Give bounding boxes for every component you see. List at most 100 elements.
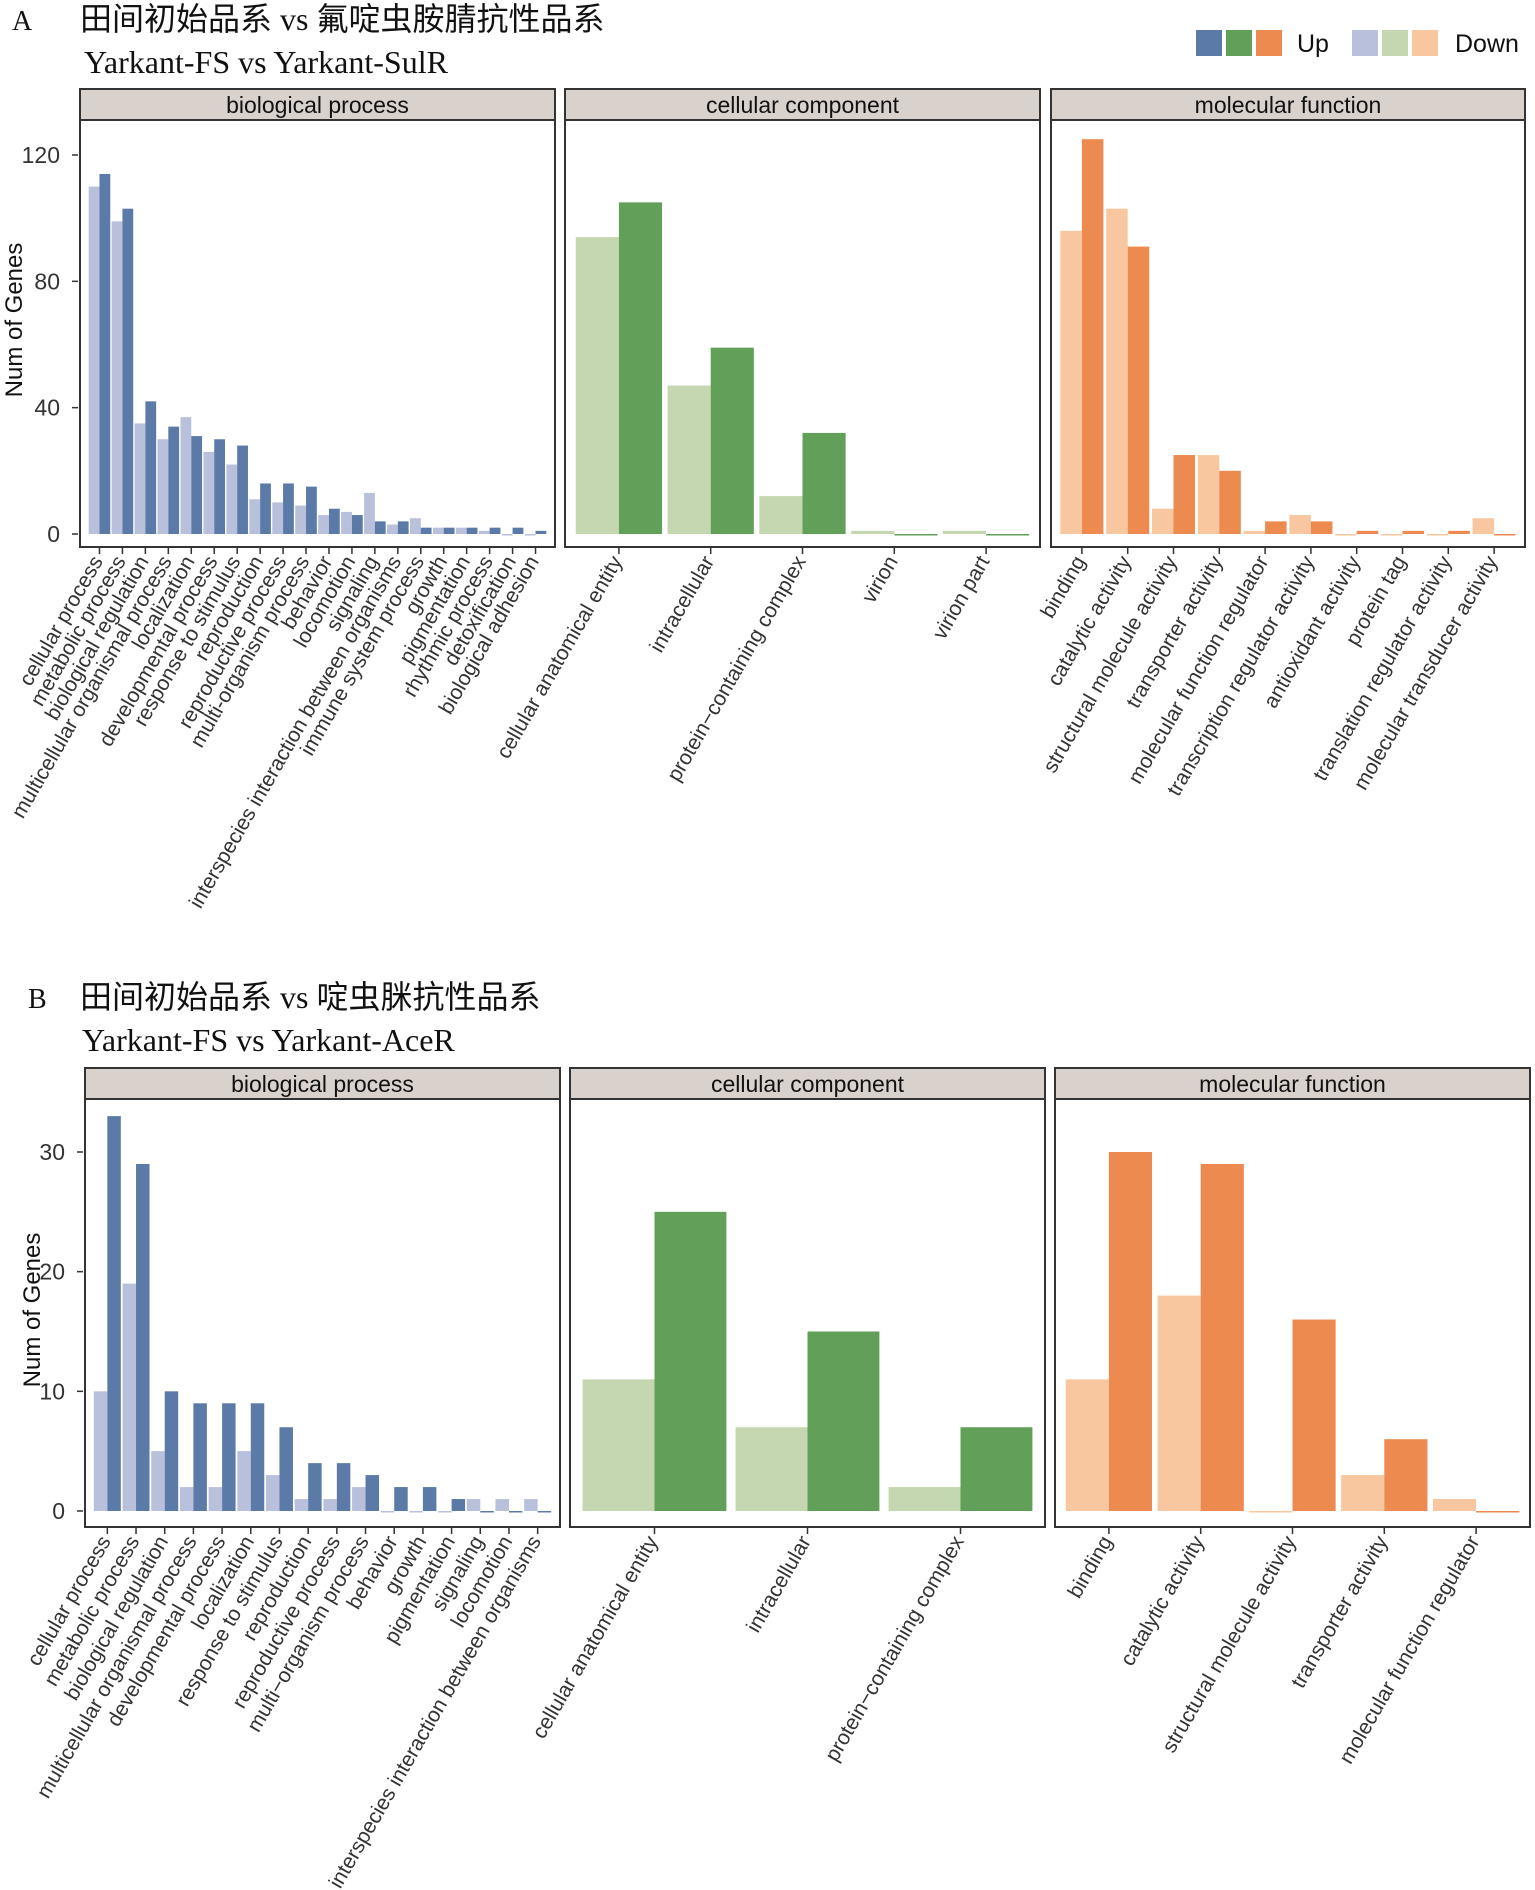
bar-up-immune-system-process: [420, 527, 432, 534]
bar-up-metabolic-process: [122, 208, 134, 535]
bar-up-multicellular-organismal-process: [168, 426, 180, 534]
bar-up-molecular-function-regulator: [1476, 1511, 1520, 1513]
x-tick-label-intracellular: intracellular: [742, 1532, 816, 1637]
bar-up-structural-molecule-activity: [1292, 1319, 1336, 1511]
bar-down-biological-regulation: [134, 423, 146, 534]
bar-down-metabolic-process: [122, 1283, 137, 1511]
legend-down-label: Down: [1455, 30, 1519, 58]
x-tick-label-virion: virion: [858, 552, 903, 607]
bar-up-reproductive-process: [336, 1463, 351, 1511]
bar-down-molecular-transducer-activity: [1472, 518, 1495, 534]
y-tick-label: 0: [47, 521, 60, 547]
bar-down-response-to-stimulus: [226, 464, 238, 534]
bar-down-immune-system-process: [409, 518, 421, 534]
bar-down-detoxification: [501, 534, 513, 536]
bar-down-localization: [237, 1451, 251, 1511]
facet-title-cellular-component: cellular component: [706, 92, 900, 118]
bar-down-cellular-process: [88, 186, 100, 535]
x-tick-label-catalytic-activity: catalytic activity: [1116, 1532, 1209, 1670]
bar-up-metabolic-process: [136, 1163, 150, 1511]
bar-down-binding: [1060, 230, 1082, 535]
bar-up-virion: [894, 534, 938, 536]
bar-down-reproduction: [294, 1499, 309, 1511]
bar-down-reproductive-process: [323, 1499, 337, 1511]
bar-up-locomotion: [351, 515, 363, 534]
y-tick-label: 120: [22, 142, 60, 168]
bar-down-interspecies-interaction-between-organisms: [387, 524, 398, 534]
bar-up-antioxidant-activity: [1356, 530, 1379, 534]
bar-down-binding: [1065, 1379, 1109, 1511]
bar-up-growth: [422, 1487, 437, 1511]
legend-down-swatch-2: [1382, 30, 1408, 56]
bar-up-pigmentation: [451, 1499, 466, 1511]
bar-down-intracellular: [667, 385, 711, 534]
bar-down-molecular-function-regulator: [1432, 1499, 1477, 1511]
bar-up-developmental-process: [214, 439, 226, 534]
bar-down-behavior: [380, 1511, 395, 1513]
bar-up-behavior: [328, 508, 340, 534]
bar-up-reproductive-process: [283, 483, 294, 534]
bar-down-reproduction: [249, 499, 261, 534]
bar-down-catalytic-activity: [1106, 208, 1128, 535]
bar-down-cellular-anatomical-entity: [582, 1379, 655, 1511]
bar-up-interspecies-interaction-between-organisms: [397, 521, 409, 534]
bar-down-cellular-process: [93, 1391, 108, 1511]
bar-down-localization: [180, 417, 192, 534]
bar-up-localization: [250, 1403, 265, 1511]
bar-up-structural-molecule-activity: [1173, 455, 1196, 534]
bar-down-transporter-activity: [1341, 1475, 1385, 1511]
bar-up-multi-organism-process: [365, 1475, 380, 1511]
bar-down-multi-organism-process: [295, 505, 307, 534]
bar-up-signaling: [480, 1511, 494, 1513]
bar-down-reproductive-process: [272, 502, 284, 534]
x-tick-label-binding: binding: [1063, 1532, 1117, 1602]
bar-down-signaling: [466, 1499, 481, 1511]
bar-up-cellular-anatomical-entity: [654, 1211, 727, 1511]
legend-up-label: Up: [1297, 30, 1329, 58]
bar-down-translation-regulator-activity: [1426, 534, 1449, 536]
bar-up-transcription-regulator-activity: [1310, 521, 1333, 534]
bar-up-cellular-process: [107, 1116, 121, 1511]
bar-down-catalytic-activity: [1157, 1295, 1201, 1511]
legend-up-swatch-2: [1226, 30, 1252, 56]
facet-strip: [84, 1067, 561, 1100]
bar-down-behavior: [318, 515, 329, 534]
legend-down-swatch-3: [1412, 30, 1438, 56]
panel-b-subtitle: Yarkant-FS vs Yarkant-AceR: [82, 1022, 455, 1058]
bar-down-virion-part: [942, 530, 987, 534]
facet-strip: [79, 88, 556, 121]
bar-up-catalytic-activity: [1200, 1163, 1244, 1511]
bar-up-binding: [1108, 1152, 1153, 1511]
bar-up-locomotion: [508, 1511, 523, 1513]
bar-down-transcription-regulator-activity: [1289, 515, 1311, 534]
legend-up-swatch-3: [1256, 30, 1282, 56]
bar-up-binding: [1081, 139, 1104, 535]
bar-up-transporter-activity: [1384, 1439, 1428, 1511]
bar-down-antioxidant-activity: [1335, 534, 1357, 536]
legend-down-swatch-1: [1352, 30, 1378, 56]
panel-b-letter: B: [28, 984, 47, 1015]
bar-down-protein-tag: [1380, 534, 1403, 536]
y-tick-label: 80: [34, 268, 60, 294]
bar-down-intracellular: [735, 1427, 808, 1511]
bar-up-protein-tag: [1402, 530, 1425, 534]
bar-up-biological-regulation: [164, 1391, 179, 1511]
bar-up-molecular-transducer-activity: [1494, 534, 1516, 536]
bar-down-response-to-stimulus: [265, 1475, 280, 1511]
bar-up-biological-regulation: [145, 401, 157, 534]
bar-up-reproduction: [308, 1463, 322, 1511]
bar-down-multi-organism-process: [352, 1487, 366, 1511]
bar-down-growth: [409, 1511, 423, 1513]
facet-strip: [564, 88, 1041, 121]
bar-up-behavior: [394, 1487, 408, 1511]
legend-up-swatch-1: [1196, 30, 1222, 56]
bar-up-signaling: [374, 521, 386, 534]
bar-down-interspecies-interaction-between-organisms: [524, 1499, 538, 1511]
y-tick-label: 30: [39, 1139, 65, 1165]
bar-up-transporter-activity: [1219, 470, 1241, 534]
x-tick-label-protein-containing-complex: protein−containing complex: [821, 1532, 969, 1766]
bar-down-multicellular-organismal-process: [179, 1487, 194, 1511]
y-tick-label: 10: [39, 1378, 65, 1404]
panel-a-subtitle: Yarkant-FS vs Yarkant-SulR: [84, 44, 449, 80]
